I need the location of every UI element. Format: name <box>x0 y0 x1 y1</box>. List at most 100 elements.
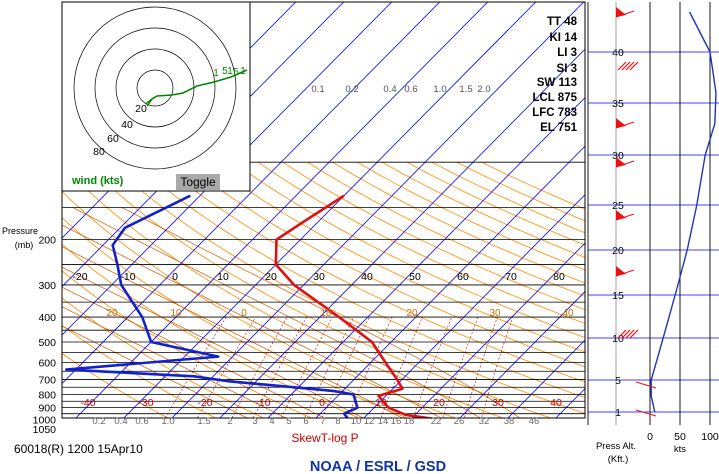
temperature-tick-label-lower: 10 <box>375 397 387 409</box>
temperature-tick-label-lower: -30 <box>138 397 153 409</box>
mixing-ratio-label: 0.2 <box>345 84 358 95</box>
pressure-tick-label: 1050 <box>33 424 57 436</box>
wind-barb-staff <box>615 160 635 168</box>
mixing-ratio-line <box>481 316 514 418</box>
stability-index: EL 751 <box>540 122 577 134</box>
pressure-tick-label: 500 <box>38 337 56 349</box>
stability-index: LCL 875 <box>532 92 577 104</box>
mixing-ratio-label-lower: 38 <box>504 416 515 427</box>
stability-index: LI 3 <box>557 47 577 59</box>
hodograph-marker <box>144 98 153 105</box>
mixing-ratio-label-lower: 1.5 <box>197 416 210 427</box>
wind-barb-feather <box>625 329 635 339</box>
wind-barb-feather <box>629 329 639 339</box>
dry-adiabat-line <box>133 161 585 398</box>
dry-adiabat-line <box>183 161 585 368</box>
dry-adiabat-line <box>62 353 169 418</box>
wind-barb-staff <box>615 10 635 18</box>
temperature-tick-label: 10 <box>217 271 229 283</box>
wind-barb-feather <box>621 61 631 71</box>
temperature-tick-label: -20 <box>72 271 87 283</box>
dry-adiabat-line <box>282 161 585 311</box>
plot-border <box>61 1 586 419</box>
speed-tick-label: 50 <box>674 431 686 443</box>
height-tick-label: 40 <box>612 47 624 59</box>
press-alt-label: Press Alt. <box>596 441 636 452</box>
temperature-tick-label: 50 <box>409 271 421 283</box>
saturation-adiabat-line <box>72 207 482 418</box>
dry-adiabat-label: 10 <box>320 308 332 319</box>
pressure-tick-label: 400 <box>38 312 56 324</box>
mixing-ratio-line <box>347 316 393 418</box>
hodograph-label: wind (kts) <box>71 175 124 187</box>
chart-title: SkewT-log P <box>291 431 358 445</box>
mixing-ratio-label-lower: 14 <box>378 416 389 427</box>
mixing-ratio-line <box>280 316 333 418</box>
press-alt-unit: (Kft.) <box>608 454 629 465</box>
dry-adiabat-label: 30 <box>489 308 501 319</box>
mixing-ratio-label-lower: 6 <box>303 416 308 427</box>
isotherm-line <box>75 2 489 418</box>
wind-barb-staff <box>615 269 635 277</box>
dry-adiabat-line <box>62 243 361 418</box>
mixing-ratio-label-lower: 0.6 <box>135 416 148 427</box>
stability-index: SW 113 <box>537 77 577 89</box>
isotherm-line <box>507 339 585 418</box>
hodograph-height-label: 5 <box>233 67 239 78</box>
mixing-ratio-label: 0.4 <box>383 84 396 95</box>
dry-adiabat-line <box>62 324 217 418</box>
pressure-tick-label: 300 <box>38 280 56 292</box>
hodograph-height-label: 5 <box>222 66 228 77</box>
mixing-ratio-label: 1.5 <box>459 84 472 95</box>
mixing-ratio-label-lower: 10 <box>351 416 362 427</box>
pressure-axis-label: Pressure <box>2 226 38 236</box>
dewpoint-trace <box>64 194 359 418</box>
pressure-tick-label: 200 <box>38 235 56 247</box>
mixing-ratio-line <box>442 316 479 418</box>
mixing-ratio-label-lower: 4 <box>269 416 274 427</box>
isotherm-line <box>267 97 585 418</box>
station-label: 60018(R) 1200 15Apr10 <box>14 442 143 456</box>
temperature-tick-label: 0 <box>172 271 178 283</box>
hodograph-ring <box>73 6 237 170</box>
mixing-ratio-line <box>380 316 423 418</box>
mixing-ratio-line <box>463 316 498 418</box>
temperature-tick-label-lower: 40 <box>550 397 562 409</box>
temperature-tick-label-lower: -20 <box>197 397 212 409</box>
stability-index: LFC 783 <box>532 107 577 119</box>
dry-adiabat-line <box>62 190 456 418</box>
temperature-trace <box>274 194 437 418</box>
mixing-ratio-label-lower: 0.4 <box>114 416 127 427</box>
toggle-button[interactable]: Toggle <box>176 174 220 190</box>
isotherm-line <box>123 2 537 418</box>
wind-speed-trace <box>650 11 717 413</box>
isotherm-line <box>62 2 345 288</box>
mixing-ratio-line <box>321 316 370 418</box>
isotherm-line <box>62 2 393 336</box>
temperature-tick-label: 20 <box>265 271 277 283</box>
agency-label: NOAA / ESRL / GSD <box>310 459 446 474</box>
wind-barb-staff <box>615 213 635 221</box>
hodograph-ring-label: 40 <box>121 119 133 131</box>
isotherm-line <box>219 48 585 418</box>
height-tick-label: 20 <box>612 245 624 257</box>
hodograph-trace <box>146 69 248 107</box>
mixing-ratio-label: 0.6 <box>404 84 417 95</box>
isotherm-line <box>171 2 585 418</box>
wind-barb-small <box>635 381 657 389</box>
dry-adiabat-line <box>83 161 552 418</box>
mixing-ratio-line <box>164 316 227 418</box>
mixing-ratio-line <box>304 316 354 418</box>
mixing-ratio-label-lower: 32 <box>479 416 490 427</box>
temperature-tick-label: 60 <box>457 271 469 283</box>
mixing-ratio-line <box>252 316 307 418</box>
hodograph-height-label: 1 <box>213 68 219 79</box>
isotherm-line <box>411 242 585 418</box>
mixing-ratio-label-lower: 8 <box>335 416 340 427</box>
dry-adiabat-line <box>208 161 585 353</box>
hodograph-ring-label: 60 <box>107 133 119 145</box>
wind-barb-small <box>635 409 657 417</box>
stability-index: KI 14 <box>550 32 578 44</box>
height-tick-label: 15 <box>612 290 624 302</box>
dry-adiabat-line <box>481 161 585 210</box>
